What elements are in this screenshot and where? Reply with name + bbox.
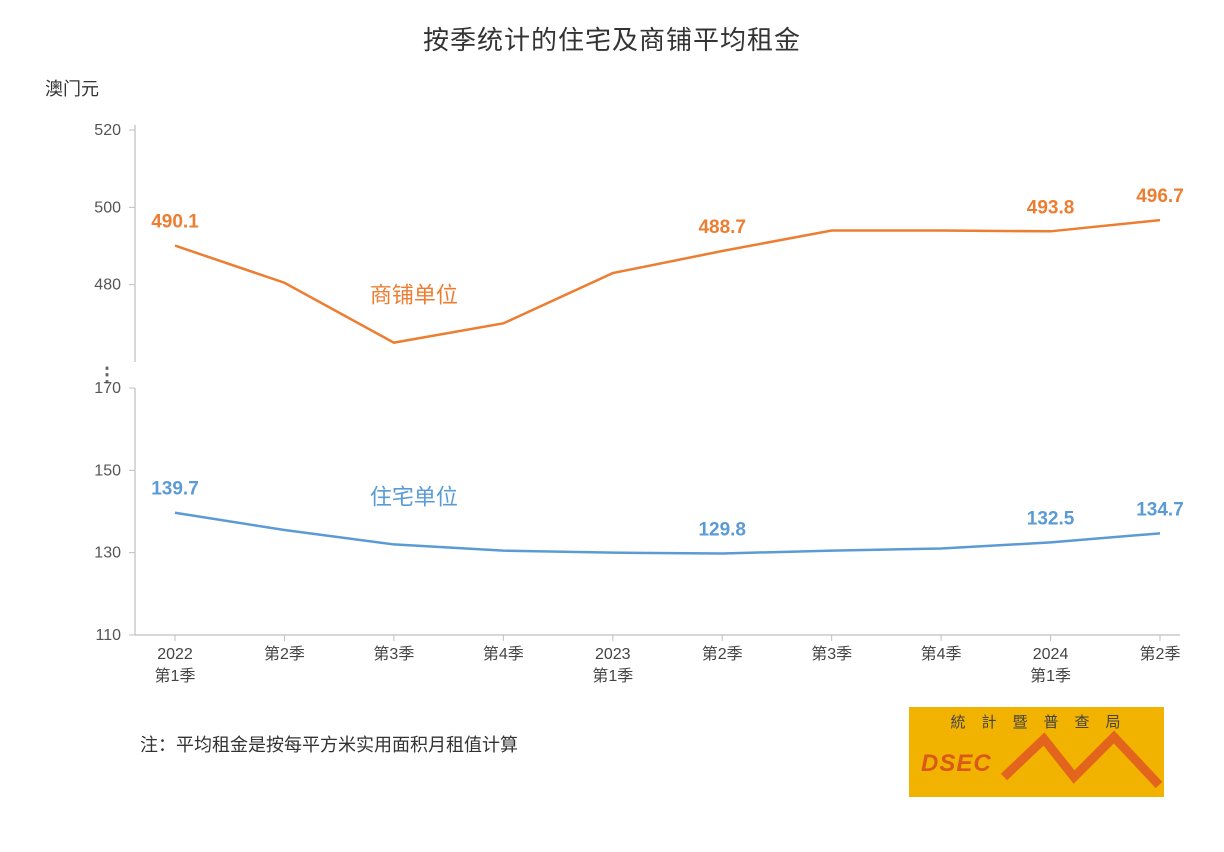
svg-text:2023: 2023 <box>595 646 631 663</box>
chart-container: 按季统计的住宅及商铺平均租金 ⋮澳门元480500520110130150170… <box>0 0 1224 852</box>
svg-text:129.8: 129.8 <box>698 519 746 540</box>
footnote: 注：平均租金是按每平方米实用面积月租值计算 <box>140 731 518 757</box>
svg-text:110: 110 <box>95 627 121 644</box>
svg-text:第2季: 第2季 <box>264 645 305 663</box>
svg-text:480: 480 <box>94 277 121 294</box>
svg-text:2022: 2022 <box>157 646 193 663</box>
svg-text:第4季: 第4季 <box>483 645 524 663</box>
dsec-logo: 統計暨普查局 DSEC <box>909 707 1164 797</box>
svg-text:132.5: 132.5 <box>1027 508 1075 529</box>
svg-text:130: 130 <box>94 545 121 562</box>
svg-text:520: 520 <box>94 122 121 139</box>
svg-text:150: 150 <box>94 462 121 479</box>
logo-zigzag-icon <box>909 707 1164 797</box>
svg-text:第1季: 第1季 <box>1030 667 1071 685</box>
svg-text:第4季: 第4季 <box>921 645 962 663</box>
svg-text:490.1: 490.1 <box>151 212 199 233</box>
svg-text:第1季: 第1季 <box>155 667 196 685</box>
svg-text:第2季: 第2季 <box>702 645 743 663</box>
svg-text:493.8: 493.8 <box>1027 197 1075 218</box>
svg-text:2024: 2024 <box>1033 646 1069 663</box>
svg-text:488.7: 488.7 <box>698 217 746 238</box>
svg-text:139.7: 139.7 <box>151 479 199 500</box>
svg-text:500: 500 <box>94 199 121 216</box>
svg-text:496.7: 496.7 <box>1136 186 1184 207</box>
svg-text:第2季: 第2季 <box>1140 645 1181 663</box>
svg-text:商铺单位: 商铺单位 <box>370 283 458 308</box>
svg-text:第1季: 第1季 <box>592 667 633 685</box>
svg-text:134.7: 134.7 <box>1136 499 1184 520</box>
svg-text:170: 170 <box>94 380 121 397</box>
svg-text:澳门元: 澳门元 <box>45 79 99 99</box>
svg-text:第3季: 第3季 <box>373 645 414 663</box>
svg-text:住宅单位: 住宅单位 <box>370 484 458 509</box>
svg-text:第3季: 第3季 <box>811 645 852 663</box>
